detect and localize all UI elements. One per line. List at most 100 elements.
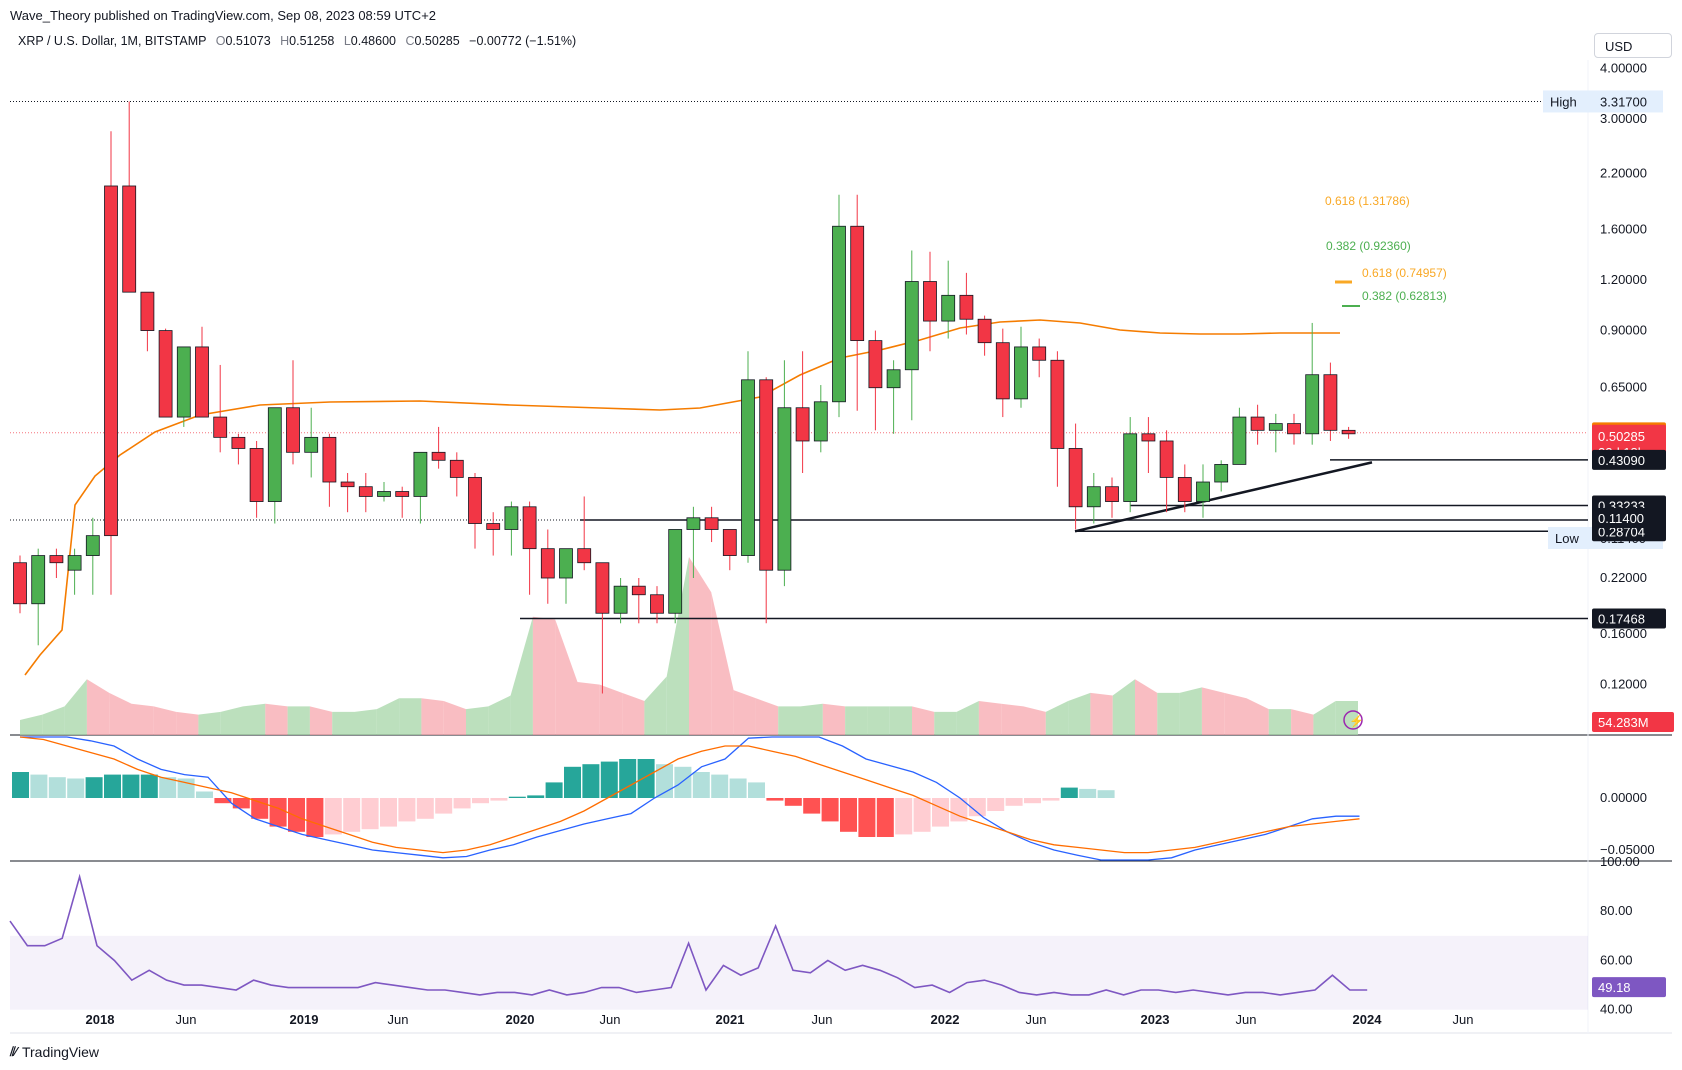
brand-name: TradingView bbox=[21, 1044, 100, 1060]
macd-histogram-bar bbox=[968, 798, 986, 817]
volume-area-segment bbox=[1112, 679, 1135, 735]
candle-body bbox=[377, 491, 391, 497]
volume-area-segment bbox=[153, 706, 177, 735]
candle-body bbox=[850, 225, 865, 342]
candle-body bbox=[1159, 440, 1174, 478]
macd-line bbox=[20, 736, 1360, 861]
candle-body bbox=[140, 291, 155, 331]
volume-value-tag: 54.283M bbox=[1598, 715, 1649, 730]
price-tick-label: 0.50000 bbox=[1600, 426, 1647, 441]
macd-histogram-bar bbox=[840, 798, 857, 832]
candle-body bbox=[31, 555, 46, 605]
price-tick-label: 1.60000 bbox=[1600, 222, 1647, 237]
candle-body bbox=[923, 281, 937, 322]
rsi-band bbox=[10, 935, 1588, 1010]
volume-area-segment bbox=[443, 700, 466, 735]
volume-area-segment bbox=[1045, 700, 1069, 735]
macd-histogram-bar bbox=[12, 772, 29, 798]
volume-area-segment bbox=[1291, 709, 1314, 735]
macd-histogram-bar bbox=[104, 774, 121, 798]
volume-area-segment bbox=[800, 703, 823, 735]
time-axis-label: Jun bbox=[600, 1012, 621, 1027]
macd-histogram-bar bbox=[729, 778, 747, 798]
volume-area-segment bbox=[822, 703, 846, 735]
legend-close: 0.50285 bbox=[414, 34, 460, 48]
symbol-title[interactable]: XRP / U.S. Dollar, 1M, BITSTAMP bbox=[18, 34, 207, 48]
candle-body bbox=[813, 401, 828, 442]
macd-histogram-bar bbox=[564, 766, 581, 798]
candle-body bbox=[1323, 374, 1338, 431]
last-price-tag-bg bbox=[1592, 424, 1666, 463]
candle-body bbox=[1123, 433, 1138, 502]
macd-histogram-bar bbox=[453, 798, 471, 809]
candle-body bbox=[1232, 416, 1247, 465]
candle-body bbox=[995, 342, 1010, 400]
macd-histogram-bar bbox=[67, 778, 85, 798]
candle-body bbox=[286, 407, 300, 453]
label-layer: 0.618 (1.31786) 0.382 (0.92360) 0.618 (0.7… bbox=[1325, 90, 1674, 998]
candle-body bbox=[504, 506, 519, 530]
support-level-tag: 0.33233 bbox=[1598, 499, 1645, 514]
candle-body bbox=[868, 340, 883, 389]
macd-histogram-bar bbox=[600, 761, 618, 798]
candle-body bbox=[522, 506, 537, 550]
candle-body bbox=[540, 548, 555, 579]
candle-body bbox=[195, 346, 209, 418]
macd-histogram-bar bbox=[692, 772, 710, 798]
support-level-tag: 0.43090 bbox=[1598, 453, 1645, 468]
candle-body bbox=[104, 185, 118, 537]
tradingview-logo[interactable]: ⫽⁄ TradingView bbox=[10, 1044, 99, 1060]
rsi-tick-label: 80.00 bbox=[1600, 903, 1633, 918]
candle-body bbox=[1341, 429, 1356, 435]
rsi-tick-label: 100.00 bbox=[1600, 854, 1640, 869]
candle-body bbox=[49, 555, 64, 564]
candle-body bbox=[468, 477, 482, 524]
volume-area-segment bbox=[131, 703, 154, 735]
high-tag-value: 3.31700 bbox=[1600, 94, 1647, 109]
macd-histogram-bar bbox=[656, 764, 673, 798]
price-tick-label: 3.00000 bbox=[1600, 111, 1647, 126]
candle-body bbox=[668, 529, 683, 614]
volume-area-segment bbox=[109, 692, 132, 735]
volume-area-segment bbox=[555, 619, 578, 735]
macd-histogram-bar bbox=[876, 798, 894, 837]
volume-area-segment bbox=[532, 616, 556, 735]
candle-body bbox=[1214, 464, 1229, 483]
macd-histogram-bar bbox=[784, 798, 802, 806]
candle-body bbox=[1196, 481, 1210, 502]
symbol-legend: XRP / U.S. Dollar, 1M, BITSTAMP O0.51073… bbox=[18, 34, 577, 48]
macd-histogram-bar bbox=[490, 798, 508, 801]
currency-button[interactable]: USD bbox=[1594, 33, 1672, 58]
volume-area-segment bbox=[421, 698, 444, 735]
high-tag-label: High bbox=[1550, 94, 1577, 109]
macd-histogram-bar bbox=[1079, 788, 1097, 798]
macd-histogram-bar bbox=[619, 759, 637, 798]
candle-body bbox=[559, 548, 573, 579]
candle-body bbox=[449, 459, 464, 478]
macd-histogram-bar bbox=[140, 774, 158, 798]
macd-histogram-bar bbox=[232, 798, 250, 809]
macd-histogram-bar bbox=[472, 798, 489, 804]
price-tick-label: 2.20000 bbox=[1600, 166, 1647, 181]
macd-histogram-bar bbox=[674, 766, 692, 798]
macd-histogram-bar bbox=[858, 798, 876, 837]
macd-histogram-bar bbox=[711, 774, 729, 798]
candle-body bbox=[722, 529, 737, 556]
macd-histogram-bar bbox=[398, 798, 416, 822]
candle-body bbox=[1068, 448, 1083, 508]
fib-level-label: 0.382 (0.92360) bbox=[1326, 239, 1411, 253]
rsi-tick-label: 60.00 bbox=[1600, 952, 1633, 967]
candle-body bbox=[67, 555, 82, 571]
macd-histogram-bar bbox=[288, 798, 305, 832]
candle-body bbox=[1105, 486, 1119, 502]
time-axis-label: 2019 bbox=[290, 1012, 319, 1027]
price-tick-label: 0.12000 bbox=[1600, 676, 1647, 691]
candle-body bbox=[1014, 346, 1028, 400]
candle-body bbox=[941, 294, 956, 322]
ema-price-tag: 0.50411 bbox=[1598, 425, 1644, 440]
candle-body bbox=[650, 594, 664, 614]
volume-area-segment bbox=[488, 695, 511, 735]
ema-price-tag-bg bbox=[1592, 422, 1666, 443]
candle-body bbox=[13, 562, 27, 605]
